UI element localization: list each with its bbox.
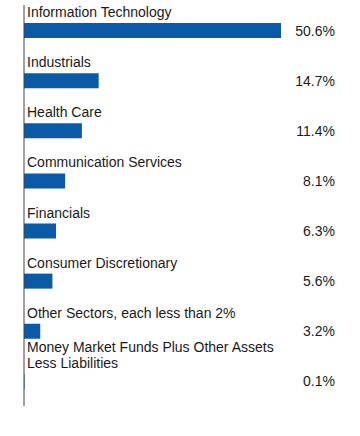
svg-text:6.3%: 6.3% [303, 223, 335, 239]
svg-text:Communication Services: Communication Services [27, 154, 182, 170]
svg-text:Financials: Financials [27, 205, 90, 221]
svg-text:Other Sectors, each less than: Other Sectors, each less than 2% [27, 305, 236, 321]
svg-text:8.1%: 8.1% [303, 173, 335, 189]
svg-text:14.7%: 14.7% [295, 73, 335, 89]
svg-text:Health Care: Health Care [27, 104, 102, 120]
svg-text:5.6%: 5.6% [303, 273, 335, 289]
svg-text:Information Technology: Information Technology [27, 4, 172, 20]
svg-text:Industrials: Industrials [27, 54, 91, 70]
svg-text:0.1%: 0.1% [303, 373, 335, 389]
svg-text:Money Market Funds Plus Other: Money Market Funds Plus Other Assets [27, 339, 274, 355]
svg-text:3.2%: 3.2% [303, 323, 335, 339]
svg-text:50.6%: 50.6% [295, 23, 335, 39]
svg-text:Less Liabilities: Less Liabilities [27, 355, 118, 371]
svg-text:11.4%: 11.4% [296, 123, 335, 139]
svg-text:Consumer Discretionary: Consumer Discretionary [27, 255, 177, 271]
